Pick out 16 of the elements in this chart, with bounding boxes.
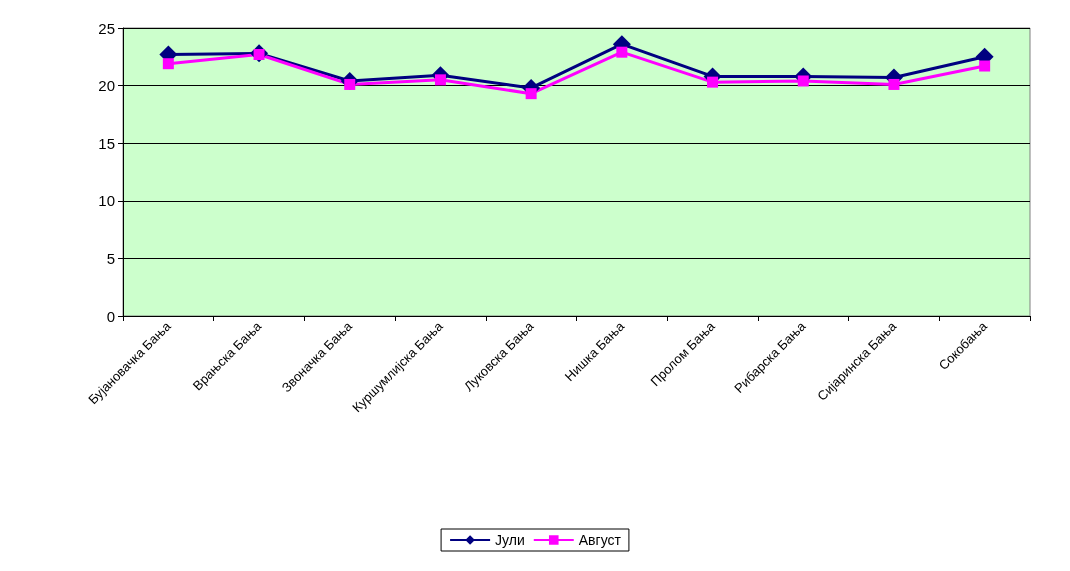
legend-label: Јули bbox=[495, 532, 525, 548]
point bbox=[616, 46, 628, 58]
point bbox=[979, 60, 991, 72]
y-tick-label: 20 bbox=[98, 77, 115, 95]
y-tick-label: 5 bbox=[106, 249, 115, 267]
y-tick-label: 0 bbox=[106, 307, 115, 325]
point bbox=[797, 75, 809, 87]
y-tick-label: 10 bbox=[98, 192, 115, 210]
point bbox=[525, 88, 537, 100]
point bbox=[707, 76, 719, 88]
point bbox=[434, 74, 446, 86]
legend-label: Август bbox=[578, 532, 622, 548]
point bbox=[162, 58, 174, 70]
y-tick-label: 15 bbox=[98, 134, 115, 152]
point bbox=[888, 78, 900, 90]
y-tick-label: 25 bbox=[98, 19, 115, 37]
